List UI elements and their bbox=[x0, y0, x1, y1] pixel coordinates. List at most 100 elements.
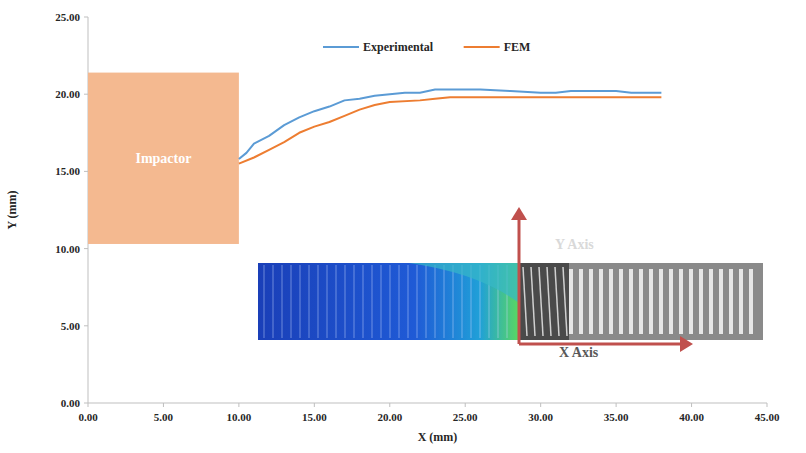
x-tick-label: 45.00 bbox=[755, 411, 780, 423]
inset-stripe bbox=[309, 265, 310, 338]
inset-stripe bbox=[417, 265, 418, 338]
inset-stripe bbox=[264, 265, 265, 338]
x-tick-label: 20.00 bbox=[377, 411, 402, 423]
impactor-label: Impactor bbox=[135, 151, 191, 166]
inset-crush-line bbox=[531, 267, 535, 336]
y-tick-label: 10.00 bbox=[55, 243, 80, 255]
inset-stripe bbox=[399, 265, 400, 338]
inset-crush-line bbox=[555, 267, 559, 336]
inset-y-arrowhead bbox=[511, 207, 527, 220]
y-tick bbox=[84, 171, 88, 172]
y-tick-label: 15.00 bbox=[55, 165, 80, 177]
series-line bbox=[239, 97, 661, 163]
inset-stripe bbox=[381, 265, 382, 338]
legend-label: Experimental bbox=[363, 40, 434, 54]
x-tick bbox=[465, 403, 466, 407]
x-tick-label: 10.00 bbox=[227, 411, 252, 423]
x-tick bbox=[238, 403, 239, 407]
inset-fem-zone bbox=[409, 263, 519, 303]
y-tick bbox=[84, 17, 88, 18]
inset-stripe bbox=[363, 265, 364, 338]
x-tick-label: 35.00 bbox=[604, 411, 629, 423]
inset-y-label: Y Axis bbox=[555, 237, 594, 252]
inset-cell bbox=[699, 269, 703, 334]
inset-x-label: X Axis bbox=[559, 345, 599, 360]
y-tick-label: 25.00 bbox=[55, 11, 80, 23]
inset-cell bbox=[639, 269, 643, 334]
inset-stripe bbox=[372, 265, 373, 338]
y-tick-label: 5.00 bbox=[61, 320, 81, 332]
inset-cell bbox=[719, 269, 723, 334]
inset-stripe bbox=[291, 265, 292, 338]
y-tick-label: 0.00 bbox=[61, 397, 81, 409]
lines bbox=[239, 90, 661, 164]
x-tick bbox=[163, 403, 164, 407]
inset-crush bbox=[519, 263, 569, 340]
inset-cell bbox=[599, 269, 603, 334]
legend-swatch bbox=[464, 46, 500, 48]
x-tick bbox=[389, 403, 390, 407]
inset-x-arrow bbox=[519, 343, 682, 346]
inset-y-arrow bbox=[518, 218, 521, 344]
inset-stripe bbox=[435, 265, 436, 338]
legend-label: FEM bbox=[504, 40, 531, 54]
y-tick-label: 20.00 bbox=[55, 88, 80, 100]
inset-stripe bbox=[345, 265, 346, 338]
inset-cell bbox=[569, 269, 573, 334]
x-tick-label: 30.00 bbox=[528, 411, 553, 423]
inset-cell bbox=[729, 269, 733, 334]
inset-cell bbox=[709, 269, 713, 334]
inset-cell bbox=[689, 269, 693, 334]
inset-stripe bbox=[462, 265, 463, 338]
inset-stripe bbox=[336, 265, 337, 338]
inset-stripe bbox=[408, 265, 409, 338]
x-axis bbox=[88, 403, 767, 404]
inset-stripe bbox=[354, 265, 355, 338]
legend-swatch bbox=[323, 46, 359, 48]
series-line bbox=[239, 90, 661, 159]
inset-stripe bbox=[300, 265, 301, 338]
x-tick bbox=[540, 403, 541, 407]
inset-fem bbox=[258, 263, 519, 340]
inset-x-arrowhead bbox=[680, 336, 693, 352]
inset-cell bbox=[579, 269, 583, 334]
inset-cell bbox=[749, 269, 753, 334]
y-tick bbox=[84, 94, 88, 95]
y-tick bbox=[84, 403, 88, 404]
inset-stripe bbox=[327, 265, 328, 338]
y-tick bbox=[84, 325, 88, 326]
x-axis-title: X (mm) bbox=[418, 430, 458, 444]
inset-cell bbox=[649, 269, 653, 334]
inset-stripe bbox=[444, 265, 445, 338]
y-axis-title: Y (mm) bbox=[5, 190, 19, 229]
impactor bbox=[88, 73, 239, 244]
inset-cell bbox=[609, 269, 613, 334]
inset-cell bbox=[659, 269, 663, 334]
x-tick bbox=[767, 403, 768, 407]
x-tick-label: 40.00 bbox=[679, 411, 704, 423]
x-tick-label: 0.00 bbox=[78, 411, 98, 423]
y-tick bbox=[84, 248, 88, 249]
x-tick-label: 25.00 bbox=[453, 411, 478, 423]
x-tick-label: 15.00 bbox=[302, 411, 327, 423]
inset-cell bbox=[679, 269, 683, 334]
inset-crush-line bbox=[523, 267, 527, 336]
inset-stripe bbox=[453, 265, 454, 338]
inset-stripe bbox=[390, 265, 391, 338]
inset-cell bbox=[589, 269, 593, 334]
inset-crush-line bbox=[563, 267, 567, 336]
x-tick-label: 5.00 bbox=[154, 411, 174, 423]
inset-crush-line bbox=[539, 267, 543, 336]
inset-cell bbox=[669, 269, 673, 334]
inset-stripe bbox=[282, 265, 283, 338]
inset-stripe bbox=[318, 265, 319, 338]
x-tick bbox=[88, 403, 89, 407]
inset-stripe bbox=[426, 265, 427, 338]
inset-cell bbox=[629, 269, 633, 334]
x-tick bbox=[616, 403, 617, 407]
inset-cell bbox=[739, 269, 743, 334]
inset-cell bbox=[619, 269, 623, 334]
inset-stripe bbox=[273, 265, 274, 338]
inset-photo bbox=[519, 263, 763, 340]
inset-crush-line bbox=[547, 267, 551, 336]
